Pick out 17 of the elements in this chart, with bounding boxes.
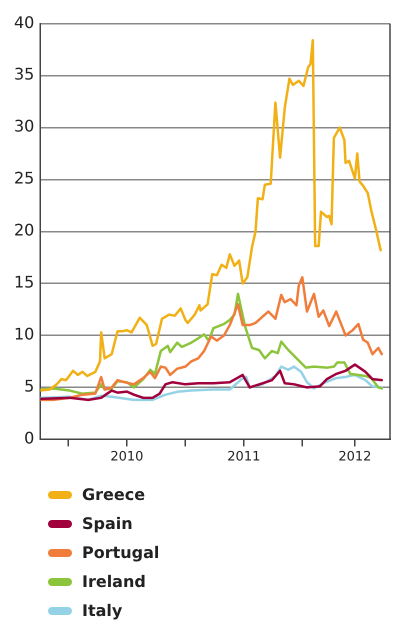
- x-tick-label: 2011: [227, 450, 260, 465]
- y-tick-label: 40: [14, 12, 34, 32]
- y-tick-label: 5: [24, 376, 34, 396]
- legend-label: Spain: [82, 514, 133, 533]
- x-tick-label: 2010: [110, 450, 144, 465]
- legend-label: Ireland: [82, 572, 146, 591]
- y-tick-label: 30: [14, 116, 34, 136]
- legend-label: Portugal: [82, 543, 160, 562]
- x-tick-label: 2012: [338, 450, 372, 465]
- y-tick-label: 10: [14, 324, 34, 344]
- y-tick-label: 20: [14, 220, 34, 240]
- y-tick-label: 25: [14, 168, 34, 188]
- legend-label: Italy: [82, 601, 122, 620]
- y-tick-label: 0: [24, 428, 34, 448]
- y-tick-label: 35: [14, 64, 34, 84]
- legend-label: Greece: [82, 485, 146, 504]
- y-tick-label: 15: [14, 272, 34, 292]
